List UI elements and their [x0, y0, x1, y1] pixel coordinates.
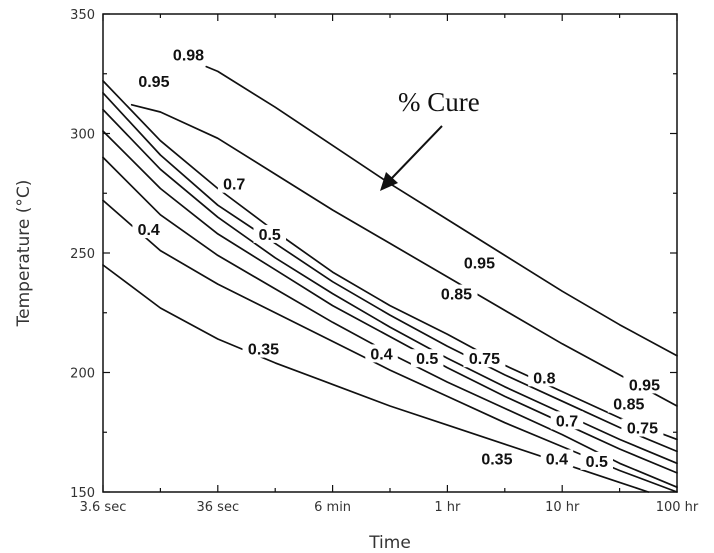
contour-label: 0.5: [586, 454, 608, 471]
contour-line-0-95: [130, 103, 678, 407]
contour-label-bg: [607, 394, 650, 413]
contour-label: 0.75: [469, 351, 500, 368]
contour-line-0-98: [205, 65, 678, 357]
contour-label: 0.5: [416, 351, 438, 368]
contour-label-bg: [217, 174, 251, 193]
contour-line-0-7: [102, 130, 678, 474]
annotation-percent-cure: % Cure: [398, 87, 480, 117]
y-tick-label: 300: [70, 128, 95, 143]
contour-label-bg: [167, 45, 210, 64]
contour-label: 0.85: [613, 397, 644, 414]
contour-label-bg: [458, 253, 501, 272]
contour-line-0-85: [102, 80, 678, 441]
y-tick-label: 200: [70, 367, 95, 382]
y-axis-title: Temperature (°C): [14, 180, 34, 328]
contour-label-bg: [253, 224, 286, 243]
x-tick-label: 3.6 sec: [80, 500, 127, 515]
contour-label: 0.95: [464, 256, 495, 273]
x-axis: 3.6 sec 36 sec 6 min 1 hr 10 hr 100 hr: [80, 14, 699, 515]
y-tick-label: 150: [70, 486, 95, 501]
contour-label: 0.8: [533, 370, 555, 387]
x-tick-label: 10 hr: [545, 500, 580, 515]
contour-label: 0.95: [138, 74, 169, 91]
contour-labels: 0.980.950.70.4 0.50.950.850.35 0.4 0.5 0.750…: [132, 45, 666, 471]
contour-label: 0.35: [248, 342, 279, 359]
contour-label-bg: [528, 368, 561, 387]
annotation-arrow: [391, 125, 443, 179]
x-tick-label: 100 hr: [656, 500, 699, 515]
contour-label: 0.95: [629, 377, 660, 394]
contour-label: 0.5: [259, 227, 281, 244]
contour-line-0-8: [102, 92, 678, 453]
contour-label-bg: [550, 411, 584, 430]
contour-label: 0.4: [138, 222, 160, 239]
contour-label-bg: [540, 449, 574, 468]
contour-label-bg: [463, 349, 506, 368]
contour-label: 0.4: [370, 346, 392, 363]
contour-label: 0.7: [223, 177, 245, 194]
x-tick-label: 36 sec: [197, 500, 240, 515]
contour-label-bg: [475, 449, 518, 468]
contour-label-bg: [410, 349, 444, 368]
contour-label-bg: [132, 71, 175, 90]
contour-label-bg: [621, 418, 664, 437]
contour-label-bg: [242, 339, 285, 358]
contour-label-bg: [580, 451, 613, 470]
contour-label: 0.35: [481, 452, 512, 469]
x-tick-label: 6 min: [314, 500, 351, 515]
plot-frame: [102, 13, 678, 493]
x-axis-title: Time: [368, 533, 411, 553]
contour-lines: [102, 65, 678, 493]
contour-label: 0.7: [556, 413, 578, 430]
contour-label-bg: [132, 220, 165, 239]
contour-label: 0.4: [546, 452, 568, 469]
annotation-arrow-head: [380, 172, 398, 191]
contour-label: 0.75: [627, 421, 658, 438]
contour-line-0-5: [102, 156, 678, 489]
contour-line-0-75: [102, 108, 678, 465]
contour-label: 0.98: [173, 48, 204, 65]
x-tick-label: 1 hr: [434, 500, 461, 515]
contour-label-bg: [365, 344, 398, 363]
y-tick-label: 250: [70, 247, 95, 262]
contour-label-bg: [623, 375, 666, 394]
contour-label-bg: [435, 284, 478, 303]
y-tick-label: 350: [70, 8, 95, 23]
y-axis: 150 200 250 300 350: [70, 8, 677, 501]
contour-label: 0.85: [441, 287, 472, 304]
